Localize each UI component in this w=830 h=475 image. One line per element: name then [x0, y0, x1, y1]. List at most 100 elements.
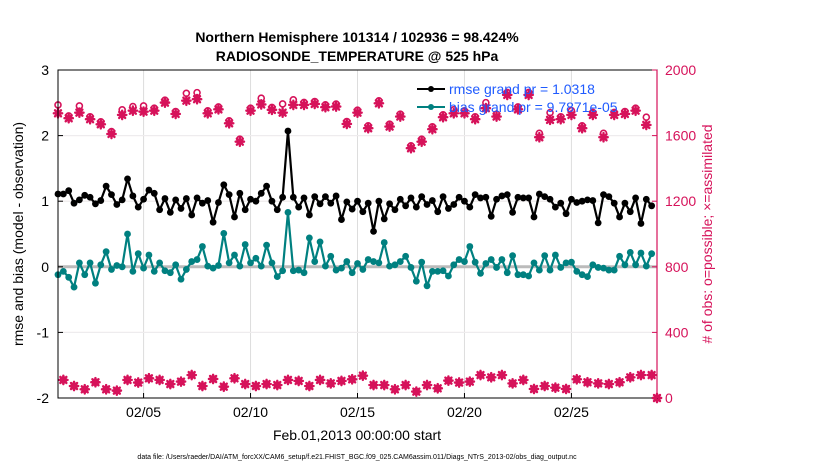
assimilated-obs-marker: [223, 117, 235, 129]
assimilated-obs-marker: [544, 114, 556, 126]
assimilated-obs-marker: [202, 107, 214, 119]
bias-point: [322, 262, 329, 270]
rmse-point: [108, 191, 115, 199]
rmse-point: [471, 191, 479, 199]
assimilated-obs-marker: [576, 122, 588, 134]
bias-point: [150, 267, 158, 275]
rmse-point: [343, 198, 351, 206]
x-tick-label: 02/25: [554, 404, 589, 420]
assimilated-obs-marker: [453, 377, 465, 388]
bias-point: [257, 262, 265, 270]
bias-point: [370, 258, 377, 265]
rmse-point: [311, 193, 319, 201]
rmse-point: [487, 212, 495, 220]
assimilated-obs-marker: [592, 378, 604, 389]
rmse-point: [129, 192, 137, 200]
rmse-point: [59, 190, 67, 198]
assimilated-obs-marker: [443, 375, 454, 387]
bias-point: [311, 258, 319, 265]
bias-point: [466, 243, 474, 250]
bias-point: [295, 266, 303, 274]
assimilated-obs-marker: [619, 108, 631, 120]
rmse-point: [215, 199, 222, 206]
rmse-point: [434, 208, 442, 216]
bias-point: [289, 267, 297, 275]
assimilated-obs-marker: [571, 373, 583, 385]
bias-point: [236, 262, 244, 270]
bias-point: [316, 238, 324, 246]
rmse-point: [193, 194, 201, 202]
bias-point: [252, 254, 260, 262]
bias-point: [594, 264, 602, 271]
rmse-point: [380, 215, 388, 223]
rmse-point: [493, 195, 500, 203]
assimilated-obs-marker: [426, 123, 438, 135]
rmse-point: [220, 181, 228, 189]
assimilated-obs-marker: [469, 113, 481, 125]
rmse-point: [568, 195, 575, 203]
bias-point: [75, 259, 83, 267]
assimilated-obs-marker: [271, 379, 283, 391]
bias-point: [81, 271, 89, 279]
bias-point: [605, 266, 613, 274]
rmse-point: [584, 196, 591, 204]
assimilated-obs-marker: [325, 378, 337, 389]
rmse-point: [209, 218, 217, 226]
bias-point: [204, 262, 212, 270]
assimilated-obs-marker: [507, 378, 518, 389]
bias-point: [113, 262, 121, 269]
assimilated-obs-marker: [57, 374, 69, 386]
assimilated-obs-marker: [608, 109, 620, 121]
rmse-point: [535, 190, 543, 198]
y-tick-label-left: -1: [37, 324, 50, 340]
assimilated-obs-marker: [336, 375, 347, 387]
assimilated-obs-marker: [582, 376, 593, 388]
assimilated-obs-marker: [357, 370, 369, 382]
bias-point: [124, 230, 131, 238]
assimilated-obs-marker: [646, 369, 658, 381]
rmse-point: [322, 193, 329, 201]
assimilated-obs-marker: [635, 369, 647, 381]
assimilated-obs-marker: [437, 111, 449, 123]
rmse-point: [600, 191, 607, 199]
rmse-point: [166, 208, 174, 216]
assimilated-obs-marker: [614, 376, 625, 388]
bias-point: [220, 229, 228, 237]
rmse-point: [594, 219, 602, 227]
bias-point: [386, 262, 393, 270]
y-tick-label-left: 3: [41, 62, 49, 78]
bias-point: [402, 252, 410, 260]
bias-point: [455, 256, 463, 263]
rmse-point: [102, 182, 110, 190]
bias-point: [557, 264, 565, 271]
rmse-point: [557, 199, 565, 207]
bias-point: [108, 266, 115, 273]
rmse-point: [86, 193, 94, 201]
bias-point: [327, 252, 335, 260]
rmse-point: [455, 193, 463, 201]
series-lines: [54, 127, 656, 291]
rmse-point: [519, 194, 527, 202]
assimilated-obs-marker: [555, 113, 567, 125]
bias-point: [589, 261, 597, 269]
legend: rmse grand pr = 1.0318 bias grand pr = 9…: [417, 81, 618, 115]
assimilated-obs-marker: [207, 373, 219, 385]
bias-point: [268, 259, 276, 267]
bias-point: [477, 269, 484, 277]
y-tick-label-left: 2: [41, 128, 49, 144]
assimilated-obs-marker: [603, 378, 615, 390]
x-tick-label: 02/20: [447, 404, 482, 420]
assimilated-obs-marker: [410, 386, 422, 398]
rmse-point: [418, 193, 426, 201]
assimilated-obs-marker: [218, 381, 230, 393]
bias-point: [461, 258, 468, 265]
rmse-point: [182, 195, 190, 202]
bias-point: [439, 267, 447, 275]
rmse-point: [610, 199, 618, 207]
rmse-point: [225, 191, 233, 199]
data-file-footnote: data file: /Users/raeder/DAI/ATM_forcXX/…: [137, 454, 577, 461]
y-tick-label-right: 400: [665, 324, 689, 340]
y-tick-label-right: 0: [665, 390, 673, 406]
bias-point: [498, 256, 506, 263]
bias-point: [482, 260, 490, 267]
